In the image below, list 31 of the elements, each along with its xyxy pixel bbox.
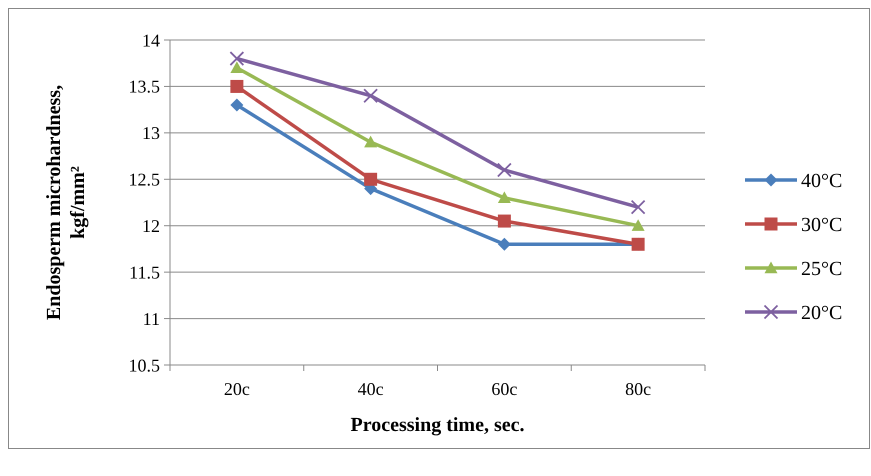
y-tick-label: 10.5 <box>128 355 160 376</box>
legend-label: 30°C <box>801 214 842 236</box>
x-tick-label: 20c <box>224 379 250 399</box>
legend-label: 20°C <box>801 302 842 324</box>
point <box>498 238 511 251</box>
y-tick-label: 14 <box>142 30 160 50</box>
point <box>364 136 378 148</box>
y-tick-label: 11.5 <box>129 262 160 282</box>
point <box>498 214 511 228</box>
point <box>363 88 378 104</box>
point <box>498 191 511 204</box>
legend-label: 40°C <box>801 170 842 192</box>
y-tick-label: 11 <box>142 308 160 329</box>
legend-label: 25°C <box>801 258 842 280</box>
point <box>364 172 378 186</box>
point <box>230 80 244 93</box>
x-axis-title: Processing time, sec. <box>350 414 525 436</box>
x-tick-label: 80c <box>625 379 652 399</box>
y-axis-title: Endosperm microhardness, kgf/mm² <box>43 84 89 320</box>
point <box>230 61 244 74</box>
point <box>229 51 244 66</box>
point <box>496 162 512 178</box>
x-tick-label: 40c <box>358 379 384 399</box>
x-tick-label: 60c <box>491 379 518 399</box>
y-tick-label: 12 <box>142 216 160 236</box>
y-tick-label: 13.5 <box>128 76 160 97</box>
point <box>630 200 646 215</box>
point <box>632 219 645 231</box>
y-tick-label: 13 <box>142 123 160 144</box>
y-tick-label: 12.5 <box>128 170 160 190</box>
point <box>230 98 244 112</box>
